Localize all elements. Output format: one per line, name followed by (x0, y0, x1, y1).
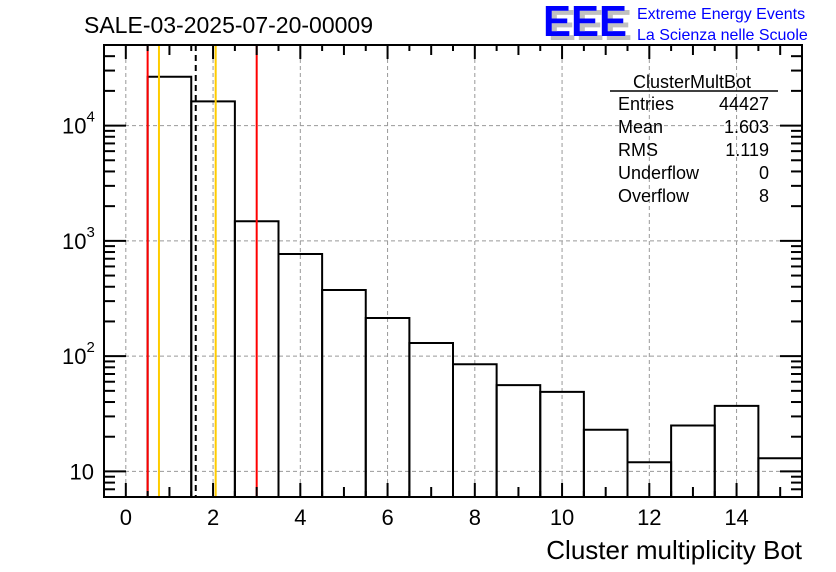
logo-line2: La Scienza nelle Scuole (637, 27, 808, 44)
y-tick-base: 10 (62, 229, 86, 254)
histogram-bin (582, 428, 629, 497)
stats-value: 0 (759, 163, 769, 183)
stats-label: Overflow (618, 186, 690, 206)
histogram-bin (321, 288, 367, 497)
y-tick-exponent: 3 (86, 224, 94, 241)
x-axis-title: Cluster multiplicity Bot (546, 535, 803, 565)
stats-value: 8 (759, 186, 769, 206)
histogram (146, 75, 803, 497)
x-tick-label: 10 (550, 505, 574, 530)
x-tick-labels: 0 2 4 6 8 10 12 14 (120, 505, 749, 530)
stats-value: 44427 (719, 94, 769, 114)
y-tick-label: 104 (62, 109, 95, 139)
logo-line1: Extreme Energy Events (637, 6, 805, 23)
stats-value: 1.603 (724, 117, 769, 137)
histogram-bin (408, 342, 454, 497)
y-tick-base: 10 (62, 114, 86, 139)
x-tick-label: 6 (381, 505, 393, 530)
stats-label: Underflow (618, 163, 700, 183)
histogram-bin (364, 317, 411, 497)
x-tick-label: 12 (637, 505, 661, 530)
y-tick-base: 10 (70, 459, 94, 484)
plot-frame (103, 44, 803, 498)
y-tick-exponent: 2 (86, 339, 94, 356)
histogram-bin (713, 404, 760, 497)
grid (104, 45, 802, 497)
stats-title: ClusterMultBot (633, 72, 751, 92)
histogram-bin (495, 384, 542, 497)
chart-title: SALE-03-2025-07-20-00009 (84, 12, 373, 38)
histogram-bin (670, 424, 716, 497)
stats-value: 1.119 (725, 140, 769, 160)
x-tick-label: 4 (294, 505, 306, 530)
y-tick-label: 103 (62, 224, 95, 254)
x-tick-label: 14 (724, 505, 748, 530)
stats-box: ClusterMultBot Entries 44427 Mean 1.603 … (610, 72, 778, 206)
y-tick-base: 10 (62, 344, 86, 369)
stats-label: Entries (618, 94, 674, 114)
histogram-bin (146, 75, 193, 497)
x-tick-label: 2 (207, 505, 219, 530)
stats-label: RMS (618, 140, 658, 160)
y-tick-label: 10 (70, 459, 94, 484)
eee-logo: EEE Extreme Energy Events La Scienza nel… (543, 0, 808, 46)
y-tick-exponent: 4 (86, 109, 94, 126)
stats-label: Mean (618, 117, 663, 137)
x-tick-label: 8 (469, 505, 481, 530)
axis-ticks (104, 44, 802, 498)
x-tick-label: 0 (120, 505, 132, 530)
marker-lines (146, 45, 258, 497)
logo-mark: EEE (543, 0, 627, 46)
y-tick-label: 102 (62, 339, 95, 369)
